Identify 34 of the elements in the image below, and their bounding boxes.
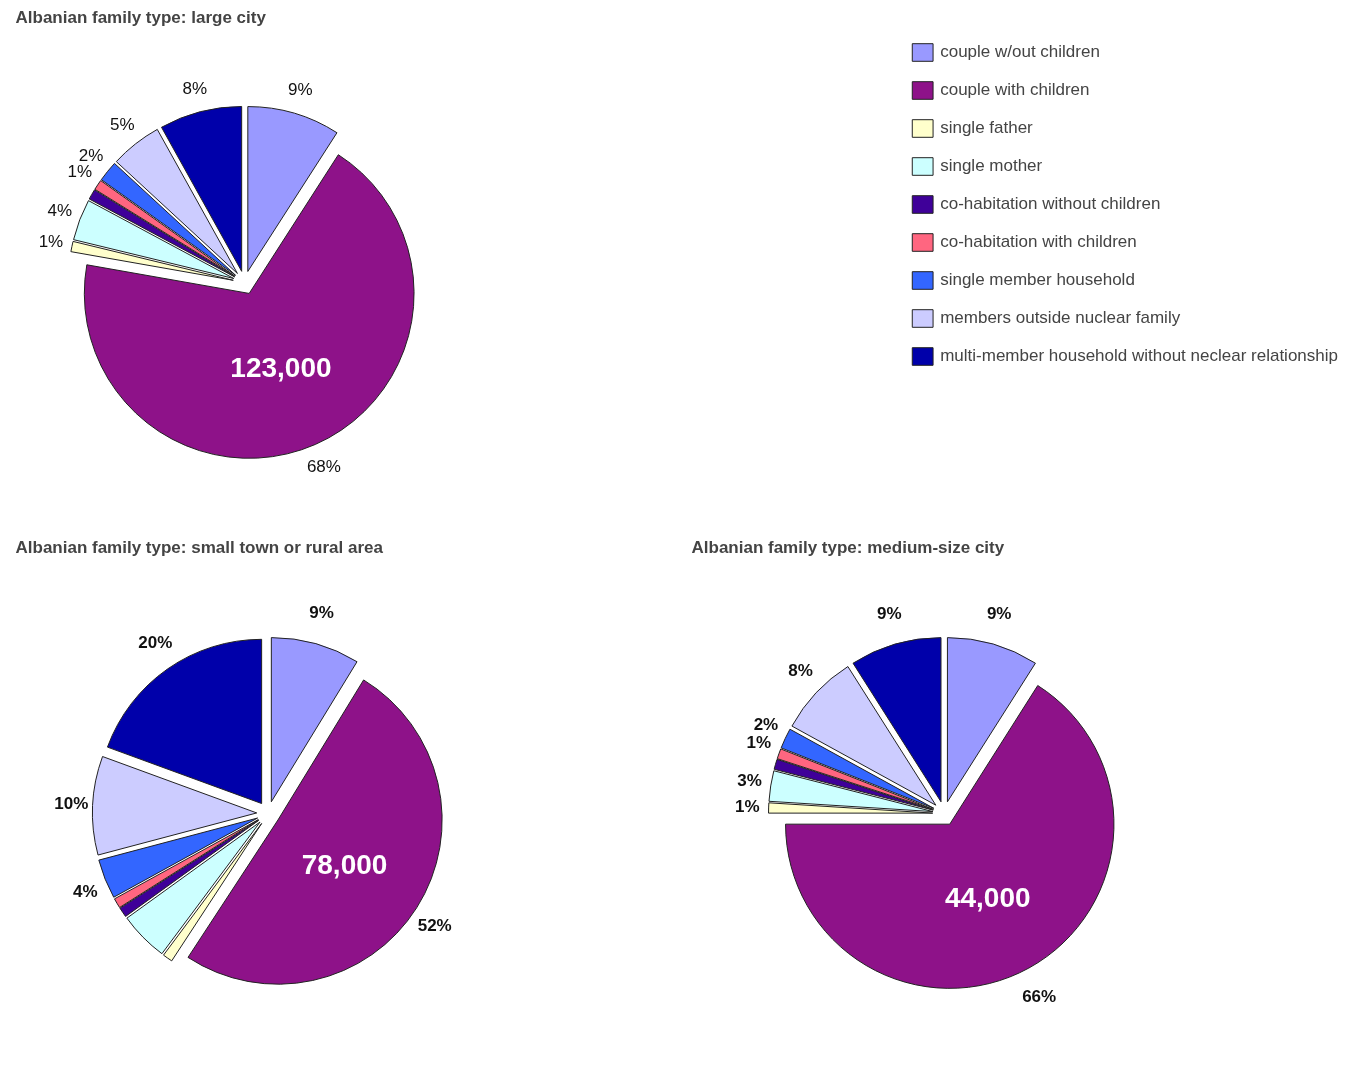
- legend-label: couple with children: [940, 80, 1090, 100]
- data-label: 9%: [986, 603, 1012, 623]
- legend-label: multi-member household without neclear relationship: [940, 346, 1338, 366]
- data-label: 8%: [182, 78, 208, 98]
- text: 44,000: [944, 881, 1031, 913]
- data-label: 5%: [109, 115, 135, 135]
- text: 78,000: [301, 849, 388, 881]
- chart-title: Albanian family type: medium-size city: [691, 537, 1005, 557]
- legend-label: single member household: [940, 270, 1135, 290]
- data-label: 9%: [876, 603, 902, 623]
- data-label: 9%: [288, 80, 313, 100]
- legend-label: single mother: [940, 156, 1043, 176]
- chart-title: Albanian family type: small town or rural area: [15, 537, 384, 557]
- legend-label: single father: [940, 118, 1033, 138]
- legend-label: couple w/out children: [940, 42, 1100, 62]
- data-label: 3%: [737, 771, 762, 791]
- legend-label: members outside nuclear family: [940, 308, 1181, 328]
- text: 123,000: [230, 351, 332, 383]
- data-label: 4%: [47, 201, 73, 221]
- data-label: 2%: [753, 715, 779, 735]
- data-label: 1%: [746, 733, 772, 753]
- data-label: 10%: [54, 794, 89, 814]
- data-label: 4%: [73, 881, 98, 901]
- chart-title: Albanian family type: large city: [15, 7, 267, 27]
- data-label: 9%: [309, 603, 334, 623]
- data-label: 8%: [788, 661, 813, 681]
- data-label: 52%: [417, 915, 452, 935]
- data-label: 68%: [306, 457, 341, 477]
- legend-label: co-habitation without children: [940, 194, 1161, 214]
- data-label: 20%: [138, 633, 173, 653]
- data-label: 66%: [1022, 986, 1057, 1006]
- data-label: 1%: [734, 797, 760, 817]
- data-label: 1%: [38, 232, 64, 252]
- legend-label: co-habitation with children: [940, 232, 1137, 252]
